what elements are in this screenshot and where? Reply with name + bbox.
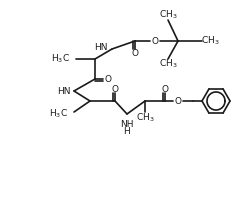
- Text: CH$_3$: CH$_3$: [159, 58, 177, 70]
- Text: HN: HN: [58, 87, 71, 96]
- Text: HN: HN: [94, 42, 108, 51]
- Text: CH$_3$: CH$_3$: [159, 9, 177, 21]
- Text: O: O: [132, 50, 138, 59]
- Text: H$_3$C: H$_3$C: [49, 108, 68, 120]
- Text: NH: NH: [120, 120, 134, 129]
- Text: O: O: [104, 74, 112, 84]
- Text: CH$_3$: CH$_3$: [136, 112, 154, 124]
- Text: O: O: [152, 37, 158, 46]
- Text: H: H: [124, 127, 130, 136]
- Text: O: O: [112, 84, 118, 93]
- Text: CH$_3$: CH$_3$: [201, 35, 219, 47]
- Text: H$_3$C: H$_3$C: [51, 53, 70, 65]
- Text: O: O: [162, 84, 168, 93]
- Text: O: O: [174, 97, 182, 106]
